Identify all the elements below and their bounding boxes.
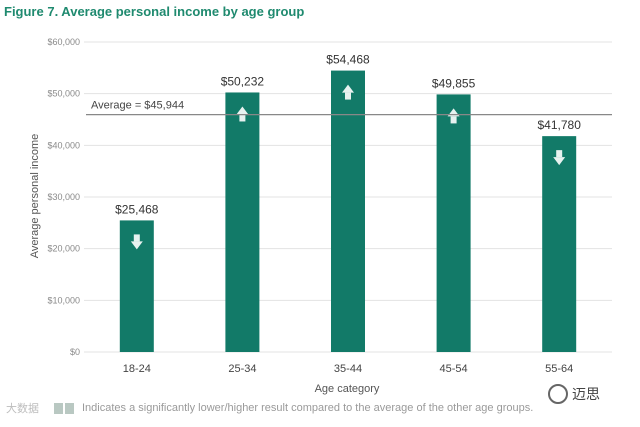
brand-logo-icon	[548, 384, 568, 404]
watermark-right: 迈思	[548, 384, 600, 404]
x-tick-label: 55-64	[545, 363, 573, 375]
arrow-up-icon	[236, 106, 249, 122]
x-axis-ticks: 18-24 25-34 35-44 45-54 55-64	[123, 363, 574, 375]
x-tick-label: 35-44	[334, 363, 362, 375]
bar	[436, 94, 471, 352]
data-label: $41,780	[538, 118, 582, 132]
footnote-text: Indicates a significantly lower/higher r…	[82, 402, 534, 414]
x-axis-label: Age category	[315, 383, 380, 395]
arrow-down-icon	[553, 150, 566, 166]
x-tick-label: 45-54	[440, 363, 468, 375]
y-tick-label: $60,000	[47, 37, 80, 47]
average-label: Average = $45,944	[91, 100, 184, 112]
y-tick-label: $50,000	[47, 89, 80, 99]
y-axis-ticks: $0 $10,000 $20,000 $30,000 $40,000 $50,000 $60…	[47, 37, 80, 357]
bar	[542, 136, 577, 352]
data-label: $25,468	[115, 202, 159, 216]
chart-title: Figure 7. Average personal income by age…	[4, 4, 305, 19]
bar	[331, 70, 365, 352]
data-label: $54,468	[326, 53, 370, 67]
data-label: $49,855	[432, 76, 476, 90]
y-tick-label: $40,000	[47, 140, 80, 150]
arrow-up-icon	[342, 84, 354, 100]
bars: $25,468 $50,232 $54,468 $49,855 $41,780	[115, 53, 581, 352]
indicator-legend-icon	[54, 402, 76, 414]
y-tick-label: $30,000	[47, 192, 80, 202]
y-axis-label: Average personal income	[29, 134, 41, 259]
watermark-right-text: 迈思	[572, 386, 600, 402]
average-line-group: Average = $45,944	[86, 100, 612, 116]
arrow-down-icon	[130, 234, 143, 250]
x-tick-label: 25-34	[228, 363, 256, 375]
data-label: $50,232	[221, 74, 265, 88]
y-tick-label: $10,000	[47, 295, 80, 305]
y-tick-label: $0	[70, 347, 80, 357]
watermark-left: 大数据	[6, 403, 39, 415]
bar	[225, 92, 260, 352]
y-tick-label: $20,000	[47, 244, 80, 254]
footnote: Indicates a significantly lower/higher r…	[54, 402, 533, 414]
x-tick-label: 18-24	[123, 363, 151, 375]
